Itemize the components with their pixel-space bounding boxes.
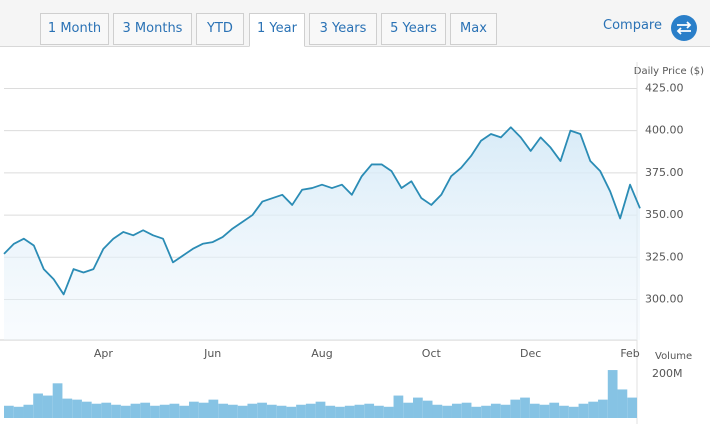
volume-bar — [169, 403, 180, 418]
volume-bar — [286, 406, 297, 418]
volume-bar — [101, 402, 112, 418]
volume-bar — [374, 405, 384, 418]
volume-bar — [198, 402, 209, 418]
compare-icon[interactable] — [671, 15, 697, 41]
area-fill — [4, 127, 640, 340]
y-tick-label: 200M — [652, 367, 683, 380]
volume-bar — [315, 401, 326, 418]
price-line — [3, 126, 641, 296]
volume-bar — [335, 406, 345, 418]
volume-bar — [413, 397, 423, 418]
volume-bar — [559, 405, 569, 418]
volume-bar — [189, 401, 199, 418]
range-tab[interactable]: 1 Month — [40, 13, 109, 45]
x-tick-label: Jun — [203, 347, 221, 360]
range-tab[interactable]: Max — [450, 13, 497, 45]
volume-bar — [578, 403, 589, 418]
volume-bar — [442, 405, 452, 418]
volume-bar — [461, 402, 472, 418]
volume-bar — [617, 389, 628, 418]
y-tick-label: 400.00 — [645, 124, 684, 137]
volume-bar — [520, 397, 530, 418]
volume-bar — [325, 405, 336, 418]
volume-bar — [598, 399, 608, 418]
volume-bar — [588, 401, 599, 418]
x-tick-label: Apr — [94, 347, 114, 360]
volume-bar — [539, 404, 550, 418]
volume-bar — [529, 403, 540, 418]
volume-bar — [627, 397, 637, 418]
volume-bar — [266, 404, 277, 418]
volume-bar — [179, 405, 190, 418]
volume-bar — [481, 405, 491, 418]
y-tick-label: 375.00 — [645, 166, 684, 179]
volume-bar — [451, 403, 462, 418]
volume-bar — [150, 405, 160, 418]
volume-bar — [159, 404, 170, 418]
volume-bar — [490, 403, 501, 418]
volume-bar — [120, 405, 131, 418]
volume-bar — [130, 403, 141, 418]
volume-bar — [607, 370, 618, 418]
volume-bar — [344, 405, 355, 418]
range-tab[interactable]: 5 Years — [381, 13, 446, 45]
volume-bar — [393, 395, 404, 418]
volume-bar — [422, 400, 433, 418]
volume-bar — [227, 404, 238, 418]
y-tick-label: 300.00 — [645, 292, 684, 305]
volume-bar — [247, 403, 258, 418]
volume-bar — [91, 403, 102, 418]
y-axis-label: Volume — [655, 351, 692, 362]
x-tick-label: Oct — [422, 347, 442, 360]
range-tab[interactable]: 3 Years — [309, 13, 377, 45]
volume-bar — [42, 395, 53, 418]
volume-bar — [62, 398, 73, 418]
volume-bar — [218, 403, 228, 418]
volume-bar — [237, 405, 248, 418]
compare-button[interactable]: Compare — [603, 18, 662, 33]
volume-bar — [257, 402, 267, 418]
y-tick-label: 325.00 — [645, 250, 684, 263]
volume-bar — [383, 406, 394, 418]
volume-bar — [140, 402, 151, 418]
volume-bar — [568, 406, 579, 418]
range-tab[interactable]: 3 Months — [113, 13, 192, 45]
volume-bar — [13, 406, 24, 418]
volume-bar — [23, 404, 34, 418]
x-tick-label: Feb — [620, 347, 639, 360]
volume-bar — [72, 399, 82, 418]
volume-bar — [33, 393, 43, 418]
volume-bar — [208, 399, 219, 418]
range-tab[interactable]: YTD — [196, 13, 244, 45]
y-tick-label: 425.00 — [645, 81, 684, 94]
x-tick-label: Dec — [520, 347, 541, 360]
volume-bar — [471, 406, 482, 418]
volume-bar — [500, 404, 511, 418]
y-axis-label: Daily Price ($) — [634, 66, 704, 77]
volume-bar — [364, 403, 375, 418]
y-tick-label: 350.00 — [645, 208, 684, 221]
volume-bar — [510, 399, 521, 418]
x-tick-label: Aug — [311, 347, 332, 360]
volume-bar — [305, 403, 316, 418]
volume-bar — [432, 404, 443, 418]
volume-bar — [354, 404, 365, 418]
volume-bar — [81, 401, 92, 418]
volume-bar — [403, 402, 414, 418]
volume-bar — [276, 405, 287, 418]
volume-bar — [549, 402, 560, 418]
volume-bar — [4, 405, 14, 418]
volume-bar — [52, 383, 63, 418]
range-tab[interactable]: 1 Year — [249, 13, 305, 47]
volume-bar — [296, 404, 306, 418]
volume-bar — [111, 404, 121, 418]
